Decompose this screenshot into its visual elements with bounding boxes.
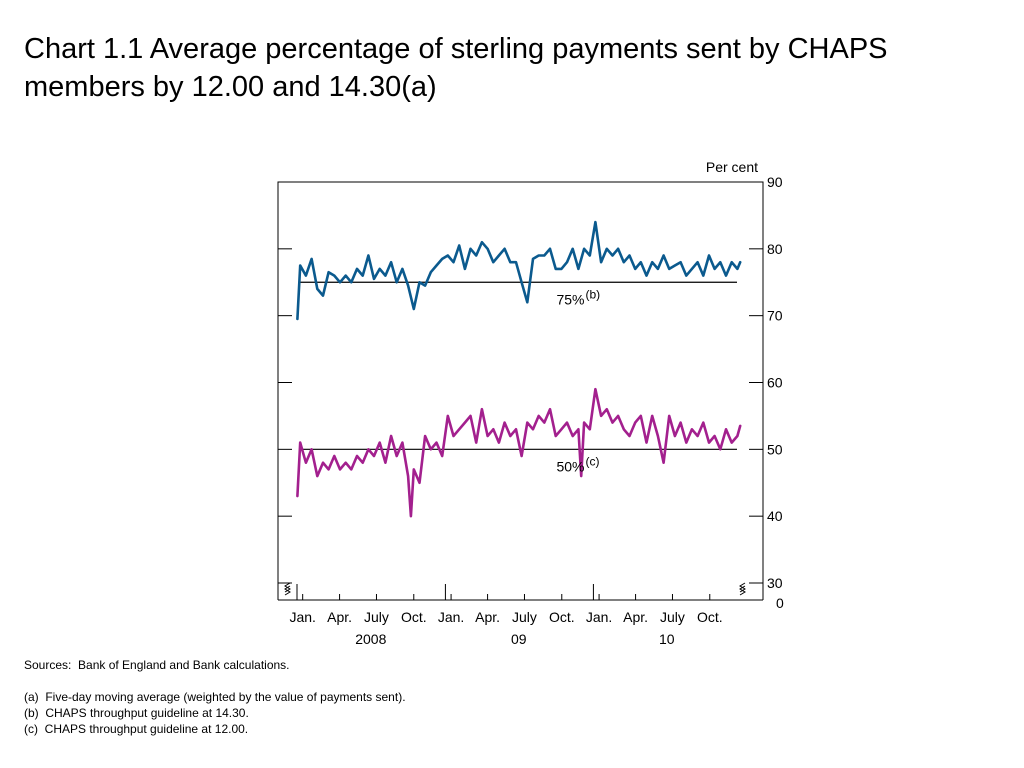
axis-break-right: [739, 582, 746, 596]
y-tick-label: 70: [767, 308, 783, 324]
x-tick-label: Oct.: [697, 609, 723, 625]
chart-title: Chart 1.1 Average percentage of sterling…: [24, 33, 888, 103]
x-tick-label: July: [364, 609, 389, 625]
footnote-sources: Sources: Bank of England and Bank calcul…: [24, 658, 290, 672]
guideline-note-75: (b): [585, 287, 600, 301]
y-tick-label: 80: [767, 241, 783, 257]
x-year-label: 10: [659, 631, 675, 647]
axis-break-left: [284, 582, 291, 596]
series-line-1: [296, 387, 742, 518]
footnotes: Sources: Bank of England and Bank calcul…: [24, 657, 406, 737]
x-tick-label: Apr.: [475, 609, 500, 625]
y-break-label: 0: [776, 595, 784, 611]
y-tick-label: 40: [767, 508, 783, 524]
x-year-label: 09: [511, 631, 527, 647]
x-tick-label: Jan.: [438, 609, 464, 625]
series-layer: [296, 220, 742, 518]
x-tick-label: Oct.: [549, 609, 575, 625]
x-tick-label: Oct.: [401, 609, 427, 625]
y-unit-label: Per cent: [706, 159, 758, 175]
y-tick-label: 30: [767, 575, 783, 591]
y-tick-label: 60: [767, 375, 783, 391]
y-tick-label: 90: [767, 174, 783, 190]
x-tick-label: July: [660, 609, 685, 625]
footnote-c: (c) CHAPS throughput guideline at 12.00.: [24, 722, 249, 736]
guideline-label-75: 75%: [556, 291, 584, 307]
series-line-0: [296, 220, 742, 321]
footnote-a: (a) Five-day moving average (weighted by…: [24, 690, 406, 704]
x-tick-label: Apr.: [623, 609, 648, 625]
x-tick-label: Jan.: [586, 609, 612, 625]
x-tick-label: Jan.: [289, 609, 315, 625]
plot-frame: [277, 181, 764, 601]
x-year-label: 2008: [355, 631, 386, 647]
axes: 90 80 70 60 50 40 30 0 Per cent Jan. Apr. July Oct. J…: [278, 159, 784, 647]
x-tick-label: July: [512, 609, 537, 625]
footnote-b: (b) CHAPS throughput guideline at 14.30.: [24, 706, 249, 720]
label-layer: 75% (b) 50% (c): [556, 287, 600, 474]
y-tick-label: 50: [767, 441, 783, 457]
guideline-note-50: (c): [585, 454, 599, 468]
x-tick-label: Apr.: [327, 609, 352, 625]
guideline-label-50: 50%: [556, 458, 584, 474]
plot-border: [277, 181, 764, 600]
